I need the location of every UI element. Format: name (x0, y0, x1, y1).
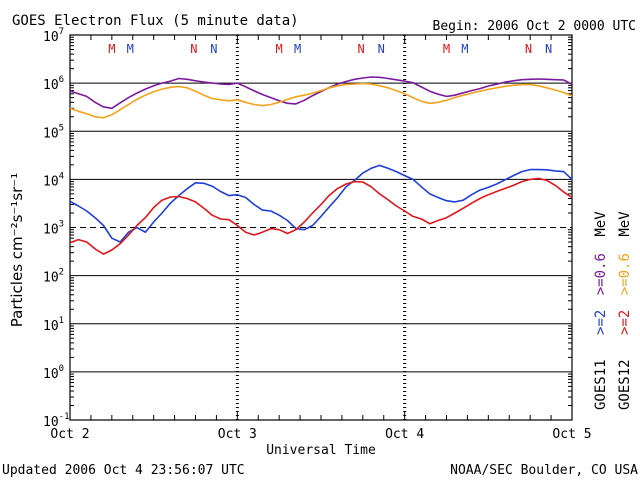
y-tick-label-1e0: 100 (43, 364, 64, 382)
y-tick-label-1e5: 105 (43, 123, 64, 141)
marker-n-3: N (210, 42, 217, 56)
y-tick-base: 10 (43, 30, 59, 45)
y-tick-exponent: 7 (59, 27, 64, 37)
marker-m-4: M (276, 42, 283, 56)
y-tick-label-1e2: 102 (43, 268, 64, 286)
updated-label: Updated 2006 Oct 4 23:56:07 UTC (2, 463, 245, 478)
legend-goes11-low: >=0.6 (593, 253, 609, 295)
y-axis-label: Particles cm⁻²s⁻¹sr⁻¹ (8, 173, 26, 327)
marker-n-7: N (378, 42, 385, 56)
legend-goes11-label: GOES11 >=2 >=0.6 MeV (593, 211, 609, 410)
y-tick-label-1e-1: 10-1 (43, 412, 70, 430)
x-axis-label: Universal Time (266, 443, 376, 458)
marker-n-2: N (190, 42, 197, 56)
legend-goes12: GOES12 >=2 >=0.6 MeV (617, 211, 633, 410)
y-tick-exponent: -1 (59, 412, 70, 422)
begin-label: Begin: 2006 Oct 2 0000 UTC (433, 19, 637, 34)
y-tick-label-1e1: 101 (43, 316, 64, 334)
chart-title: GOES Electron Flux (5 minute data) (12, 13, 299, 29)
marker-m-8: M (443, 42, 450, 56)
x-tick-label-1: Oct 3 (218, 427, 257, 442)
x-tick-labels: Oct 2 Oct 3 Oct 4 Oct 5 (50, 427, 591, 442)
x-tick-label-3: Oct 5 (552, 427, 591, 442)
legend-goes12-high: >=2 (617, 310, 633, 335)
grid-layer (69, 35, 573, 420)
y-tick-label-1e7: 107 (43, 27, 64, 45)
series-goes11-0-6-mev (69, 76, 573, 110)
series-goes11-2-mev (69, 164, 573, 243)
y-tick-exponent: 5 (59, 123, 64, 133)
y-tick-exponent: 4 (59, 171, 64, 181)
legend-goes12-label: GOES12 >=2 >=0.6 MeV (617, 211, 633, 410)
legend-goes11-unit: MeV (593, 211, 609, 237)
y-tick-base: 10 (43, 78, 59, 93)
marker-m-0: M (108, 42, 115, 56)
y-tick-label-1e4: 104 (43, 171, 64, 189)
legend-goes12-sat: GOES12 (617, 359, 633, 410)
y-tick-exponent: 1 (59, 316, 64, 326)
y-tick-base: 10 (43, 174, 59, 189)
y-tick-exponent: 3 (59, 220, 64, 230)
x-tick-label-0: Oct 2 (50, 427, 89, 442)
series-goes12-0-6-mev (69, 82, 573, 119)
y-tick-base: 10 (43, 126, 59, 141)
marker-m-5: M (294, 42, 301, 56)
x-tick-label-2: Oct 4 (385, 427, 424, 442)
credit-label: NOAA/SEC Boulder, CO USA (450, 463, 638, 478)
y-tick-base: 10 (43, 223, 59, 238)
marker-m-9: M (461, 42, 468, 56)
y-tick-label-1e6: 106 (43, 75, 64, 93)
y-tick-exponent: 6 (59, 75, 64, 85)
y-tick-exponent: 2 (59, 268, 64, 278)
y-tick-base: 10 (43, 415, 59, 430)
y-tick-exponent: 0 (59, 364, 64, 374)
marker-n-11: N (545, 42, 552, 56)
legend-goes11-sat: GOES11 (593, 359, 609, 410)
y-tick-base: 10 (43, 367, 59, 382)
marker-n-10: N (525, 42, 532, 56)
legend-goes11: GOES11 >=2 >=0.6 MeV (593, 211, 609, 410)
marker-n-6: N (358, 42, 365, 56)
series-goes12-2-mev (69, 177, 573, 255)
series-layer (69, 76, 573, 255)
y-tick-base: 10 (43, 271, 59, 286)
y-tick-label-1e3: 103 (43, 220, 64, 238)
legend-goes12-low: >=0.6 (617, 253, 633, 295)
legend-goes12-unit: MeV (617, 211, 633, 237)
y-tick-base: 10 (43, 319, 59, 334)
legend-goes11-high: >=2 (593, 310, 609, 335)
marker-m-1: M (127, 42, 134, 56)
